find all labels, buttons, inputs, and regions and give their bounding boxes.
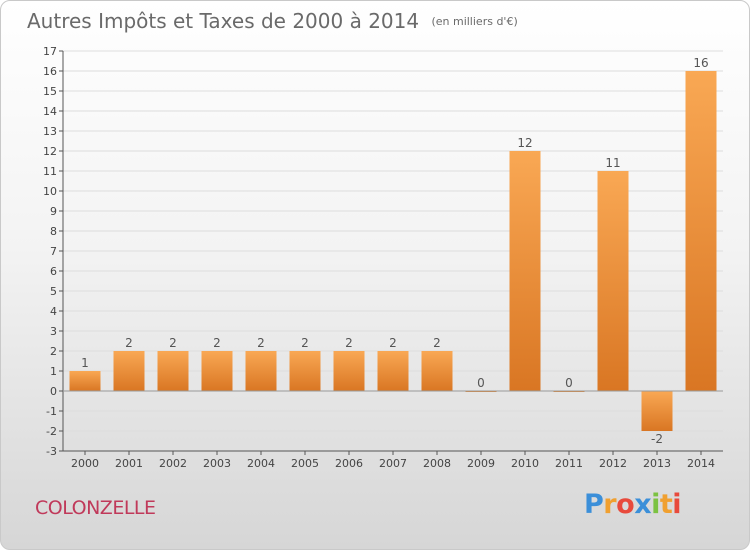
chart-title-block: Autres Impôts et Taxes de 2000 à 2014 (e… <box>27 9 518 33</box>
x-tick-label: 2009 <box>467 457 495 470</box>
y-tick-label: 0 <box>50 385 57 398</box>
data-label: -2 <box>651 432 663 446</box>
y-tick-label: -1 <box>46 405 57 418</box>
data-label: 2 <box>433 336 441 350</box>
chart-title: Autres Impôts et Taxes de 2000 à 2014 <box>27 9 420 33</box>
x-tick-label: 2008 <box>423 457 451 470</box>
y-tick-label: 15 <box>43 85 57 98</box>
y-tick-label: 9 <box>50 205 57 218</box>
y-tick-label: 16 <box>43 65 57 78</box>
y-tick-label: 17 <box>43 45 57 58</box>
y-tick-label: 13 <box>43 125 57 138</box>
data-label: 11 <box>605 156 620 170</box>
bar <box>597 171 629 391</box>
logo-letter: r <box>603 489 617 520</box>
data-label: 2 <box>301 336 309 350</box>
bar <box>333 351 365 391</box>
data-label: 2 <box>257 336 265 350</box>
bar <box>113 351 145 391</box>
logo-letter: x <box>634 489 652 520</box>
data-label: 0 <box>477 376 485 390</box>
bar <box>201 351 233 391</box>
data-label: 2 <box>125 336 133 350</box>
y-tick-label: 5 <box>50 285 57 298</box>
logo-letter: i <box>672 489 682 520</box>
y-tick-label: 8 <box>50 225 57 238</box>
y-tick-label: 6 <box>50 265 57 278</box>
x-tick-label: 2013 <box>643 457 671 470</box>
logo-letter: P <box>584 489 604 520</box>
y-tick-label: 11 <box>43 165 57 178</box>
logo-letter: t <box>659 489 673 520</box>
data-label: 2 <box>213 336 221 350</box>
data-label: 16 <box>693 56 708 70</box>
y-tick-label: -2 <box>46 425 57 438</box>
proxiti-logo: Proxiti <box>584 489 682 520</box>
bar <box>421 351 453 391</box>
x-tick-label: 2002 <box>159 457 187 470</box>
y-tick-label: 7 <box>50 245 57 258</box>
bar <box>377 351 409 391</box>
x-tick-label: 2012 <box>599 457 627 470</box>
x-tick-label: 2000 <box>71 457 99 470</box>
data-label: 2 <box>169 336 177 350</box>
bar <box>245 351 277 391</box>
x-tick-label: 2007 <box>379 457 407 470</box>
logo-letter: o <box>616 489 635 520</box>
logo-letter: i <box>651 489 660 520</box>
y-tick-label: 10 <box>43 185 57 198</box>
bar <box>641 391 673 431</box>
bar <box>509 151 541 391</box>
bar <box>289 351 321 391</box>
x-tick-label: 2005 <box>291 457 319 470</box>
y-tick-label: 14 <box>43 105 57 118</box>
data-label: 1 <box>81 356 89 370</box>
bar <box>69 371 101 391</box>
bar <box>157 351 189 391</box>
y-tick-label: 1 <box>50 365 57 378</box>
y-tick-label: 12 <box>43 145 57 158</box>
y-tick-label: 4 <box>50 305 57 318</box>
x-tick-label: 2006 <box>335 457 363 470</box>
x-tick-label: 2001 <box>115 457 143 470</box>
x-tick-label: 2011 <box>555 457 583 470</box>
bar <box>685 71 717 391</box>
x-tick-label: 2003 <box>203 457 231 470</box>
y-tick-label: 2 <box>50 345 57 358</box>
x-tick-label: 2010 <box>511 457 539 470</box>
x-tick-label: 2004 <box>247 457 275 470</box>
x-tick-label: 2014 <box>687 457 715 470</box>
data-label: 2 <box>389 336 397 350</box>
chart-unit: (en milliers d'€) <box>431 15 518 28</box>
commune-name: COLONZELLE <box>35 497 156 519</box>
data-label: 0 <box>565 376 573 390</box>
y-tick-label: 3 <box>50 325 57 338</box>
data-label: 2 <box>345 336 353 350</box>
y-tick-label: -3 <box>46 445 57 458</box>
data-label: 12 <box>517 136 532 150</box>
